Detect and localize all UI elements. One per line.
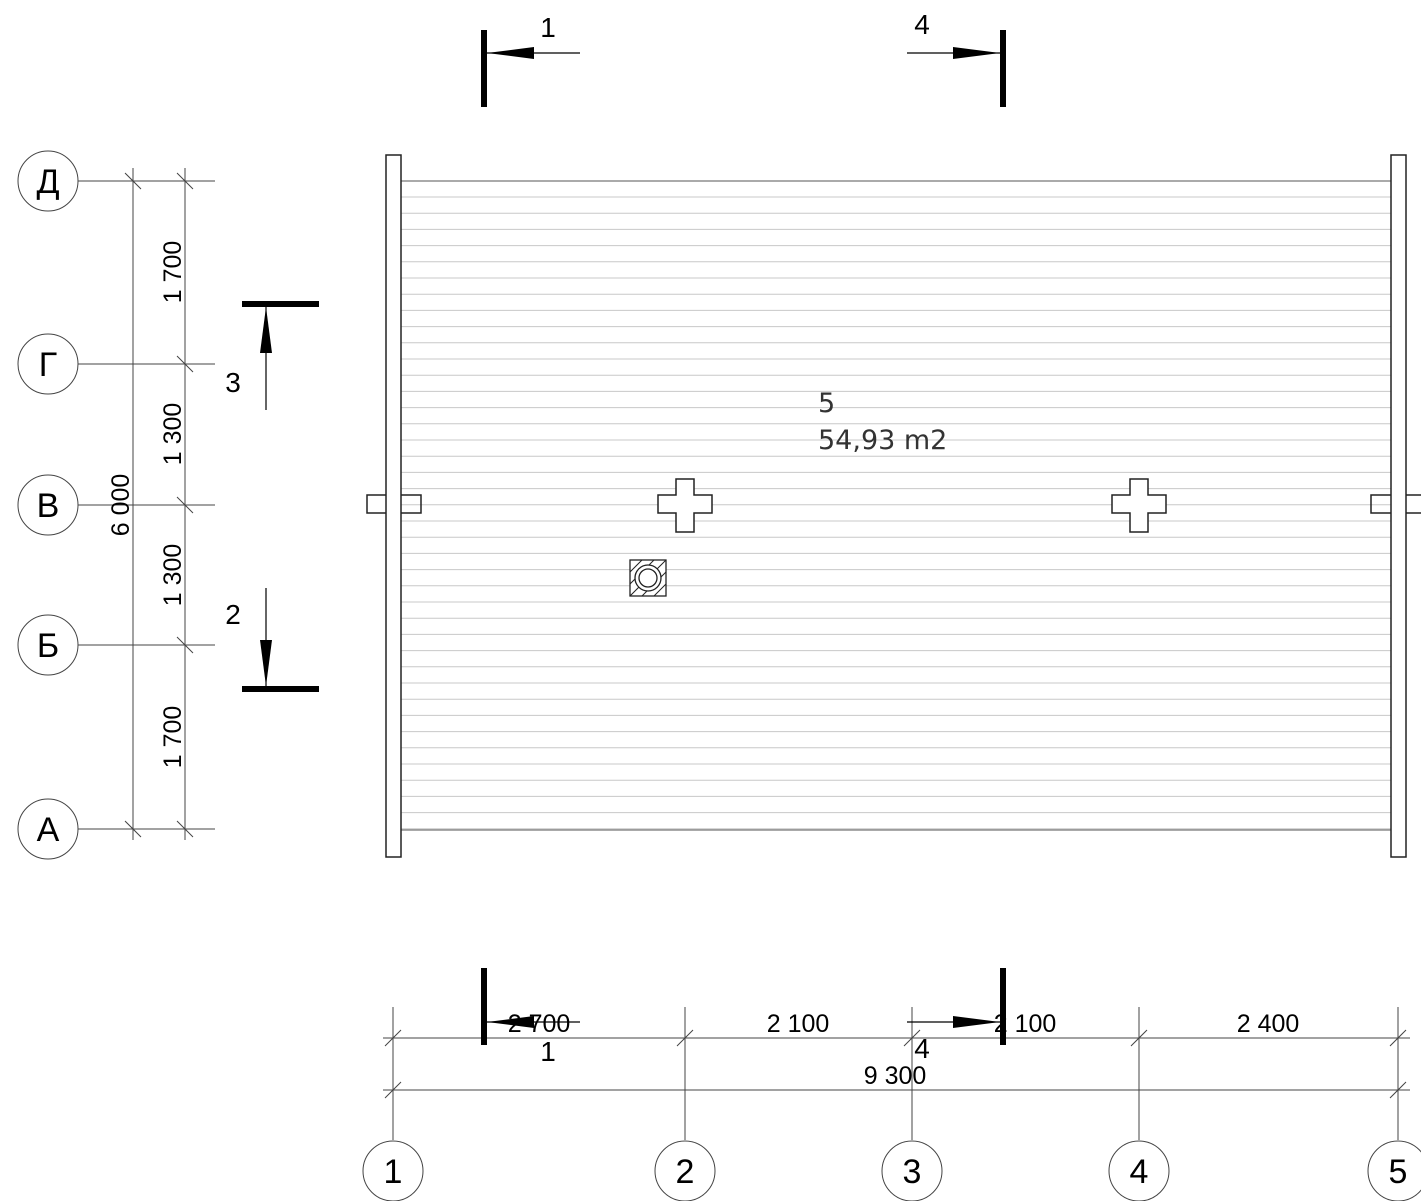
column-cross-2	[1111, 478, 1167, 533]
wall-left	[366, 154, 422, 858]
column-axis-label-2: 2	[676, 1153, 695, 1191]
section-label-left-lower: 2	[225, 599, 241, 630]
section-marker-top-left: 1	[481, 12, 580, 107]
column-axis-label-3: 3	[903, 1153, 922, 1191]
room-label: 5 54,93 m2	[818, 388, 947, 456]
section-label-bottom-left: 1	[540, 1036, 556, 1067]
column-cross-1	[657, 478, 713, 533]
row-axis-label-g: Г	[39, 346, 57, 384]
dim-horizontal-total: 9 300	[864, 1062, 927, 1090]
column-axis-label-5: 5	[1389, 1153, 1408, 1191]
section-label-top-right: 4	[914, 9, 930, 40]
dim-horizontal-2: 2 100	[767, 1010, 830, 1038]
section-marker-left-upper: 3	[225, 301, 319, 410]
section-marker-top-right: 4	[907, 9, 1006, 107]
column-axis-label-4: 4	[1130, 1153, 1149, 1191]
column-axes	[362, 1007, 1421, 1201]
section-marker-bottom-left: 1	[481, 968, 580, 1067]
dim-vertical-total: 6 000	[107, 474, 135, 537]
row-axes	[17, 150, 215, 860]
dim-vertical-4: 1 700	[159, 706, 187, 769]
dim-vertical-3: 1 300	[159, 544, 187, 607]
row-axis-label-d: Д	[36, 163, 59, 201]
column-axis-label-1: 1	[384, 1153, 403, 1191]
section-label-top-left: 1	[540, 12, 556, 43]
row-axis-label-b: Б	[37, 627, 59, 665]
room-number: 5	[818, 388, 835, 419]
section-marker-bottom-right: 4	[907, 968, 1006, 1064]
dim-horizontal-4: 2 400	[1237, 1010, 1300, 1038]
row-axis-label-v: В	[37, 487, 60, 525]
section-marker-left-lower: 2	[225, 588, 319, 692]
row-axis-label-a: А	[37, 811, 60, 849]
section-label-bottom-right: 4	[914, 1033, 930, 1064]
room-area: 54,93 m2	[818, 425, 947, 456]
floor-area	[400, 180, 1392, 831]
section-label-left-upper: 3	[225, 367, 241, 398]
floor-hatching	[401, 196, 1391, 830]
wall-right	[1370, 154, 1421, 858]
dim-vertical-2: 1 300	[159, 403, 187, 466]
dim-vertical-1: 1 700	[159, 241, 187, 304]
drain-symbol	[629, 559, 667, 597]
